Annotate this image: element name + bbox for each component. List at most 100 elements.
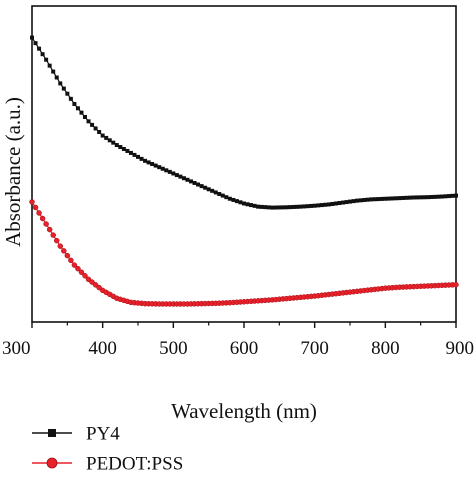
data-point — [64, 252, 71, 259]
data-point — [61, 86, 66, 91]
data-point — [37, 46, 42, 51]
data-point — [372, 197, 377, 202]
data-point — [273, 205, 278, 210]
series-pedot-pss — [29, 199, 459, 307]
data-point — [323, 202, 328, 207]
data-point — [82, 273, 88, 279]
data-point — [136, 154, 140, 159]
data-point — [379, 196, 384, 201]
data-point — [75, 106, 80, 111]
data-point — [422, 195, 427, 200]
data-point — [259, 204, 264, 209]
data-point — [408, 195, 413, 200]
data-point — [79, 110, 84, 115]
data-point — [312, 203, 317, 208]
x-tick-label: 300 — [2, 338, 31, 359]
data-point — [213, 190, 218, 195]
data-point — [206, 187, 211, 192]
legend-label: PY4 — [86, 424, 120, 445]
data-point — [266, 205, 271, 210]
data-point — [86, 119, 91, 124]
data-point — [121, 146, 126, 151]
data-point — [263, 205, 268, 210]
data-point — [302, 204, 307, 209]
data-point — [249, 203, 254, 208]
x-tick-label: 800 — [371, 338, 400, 359]
data-point — [57, 243, 64, 249]
data-point — [326, 202, 331, 207]
data-point — [164, 168, 169, 173]
legend-marker — [48, 429, 56, 437]
data-point — [245, 202, 250, 207]
data-point — [189, 179, 193, 184]
data-point — [351, 199, 356, 204]
data-point — [429, 195, 434, 200]
data-point — [128, 150, 133, 155]
data-point — [199, 184, 204, 189]
data-point — [104, 135, 109, 140]
data-point — [53, 237, 60, 244]
data-point — [61, 248, 67, 254]
data-point — [443, 194, 448, 199]
data-point — [242, 201, 246, 206]
data-point — [51, 69, 56, 74]
data-point — [43, 221, 49, 227]
legend-item-py4: PY4 — [32, 424, 120, 445]
data-point — [90, 122, 95, 127]
data-point — [358, 198, 363, 203]
data-point — [93, 126, 98, 131]
data-point — [54, 75, 59, 80]
data-point — [344, 200, 349, 205]
x-tick-label: 400 — [88, 338, 117, 359]
data-point — [146, 160, 151, 165]
data-point — [171, 171, 176, 176]
data-point — [50, 232, 56, 238]
data-point — [369, 197, 374, 202]
data-point — [330, 201, 335, 206]
data-point — [33, 41, 38, 46]
data-point — [47, 63, 52, 68]
series-layer — [29, 35, 459, 307]
plot-frame — [31, 5, 457, 323]
data-point — [280, 205, 285, 210]
data-point — [432, 194, 437, 199]
data-point — [143, 158, 148, 163]
data-point — [340, 200, 345, 205]
data-point — [298, 204, 303, 209]
data-point — [132, 152, 137, 157]
data-point — [453, 281, 459, 288]
data-point — [415, 195, 420, 200]
data-point — [238, 200, 243, 205]
data-point — [178, 174, 183, 179]
data-point — [295, 204, 299, 209]
legend-label: PEDOT:PSS — [86, 454, 183, 475]
data-point — [383, 196, 388, 201]
data-point — [174, 173, 179, 178]
data-point — [425, 195, 430, 200]
data-point — [270, 205, 275, 210]
data-point — [287, 205, 292, 210]
x-tick-label: 500 — [159, 338, 188, 359]
data-point — [256, 204, 261, 209]
data-point — [210, 188, 215, 193]
data-point — [196, 182, 201, 187]
data-point — [309, 203, 314, 208]
data-point — [319, 203, 324, 208]
data-point — [29, 199, 35, 205]
data-point — [125, 148, 130, 153]
legend-item-pedot-pss: PEDOT:PSS — [32, 454, 183, 475]
data-point — [436, 194, 441, 199]
data-point — [284, 205, 289, 210]
data-point — [167, 169, 172, 174]
data-point — [153, 163, 158, 168]
data-point — [234, 199, 239, 204]
data-point — [439, 194, 444, 199]
data-point — [401, 195, 405, 200]
data-point — [78, 269, 85, 275]
data-point — [348, 199, 352, 204]
data-point — [252, 203, 257, 208]
data-point — [454, 193, 458, 198]
data-point — [107, 138, 112, 143]
data-point — [397, 196, 402, 201]
